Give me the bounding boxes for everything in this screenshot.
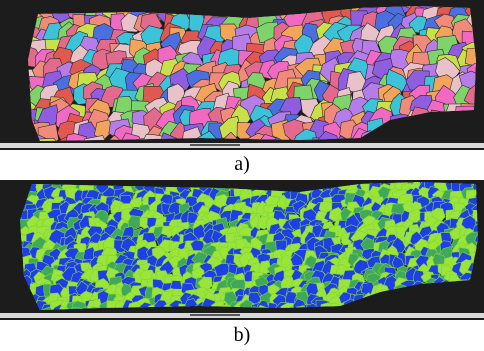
grain bbox=[471, 201, 478, 218]
grain bbox=[474, 231, 478, 247]
panel-b-caption: b) bbox=[233, 324, 251, 346]
ebsd-ipf-map-panel bbox=[0, 0, 484, 150]
grain bbox=[474, 243, 478, 259]
grain bbox=[28, 45, 41, 68]
grain bbox=[93, 119, 114, 141]
grain-mosaic bbox=[28, 6, 476, 141]
kernel-misorientation-map-image bbox=[0, 180, 484, 320]
grain bbox=[56, 306, 71, 310]
grain bbox=[474, 188, 478, 203]
grain bbox=[68, 306, 83, 310]
scale-bar bbox=[190, 144, 240, 146]
grain bbox=[121, 132, 145, 141]
grain bbox=[471, 209, 478, 226]
scale-bar-strip bbox=[0, 143, 484, 148]
panel-a-caption: a) bbox=[234, 153, 250, 175]
grain bbox=[65, 133, 88, 141]
grain bbox=[71, 300, 88, 310]
ebsd-kam-map-panel bbox=[0, 180, 484, 320]
scale-bar-strip bbox=[0, 313, 484, 318]
ipf-orientation-map-image bbox=[0, 0, 484, 150]
grain bbox=[464, 47, 476, 68]
grain bbox=[83, 135, 110, 141]
grain bbox=[39, 306, 56, 310]
grain bbox=[218, 115, 242, 141]
scale-bar bbox=[190, 314, 240, 316]
